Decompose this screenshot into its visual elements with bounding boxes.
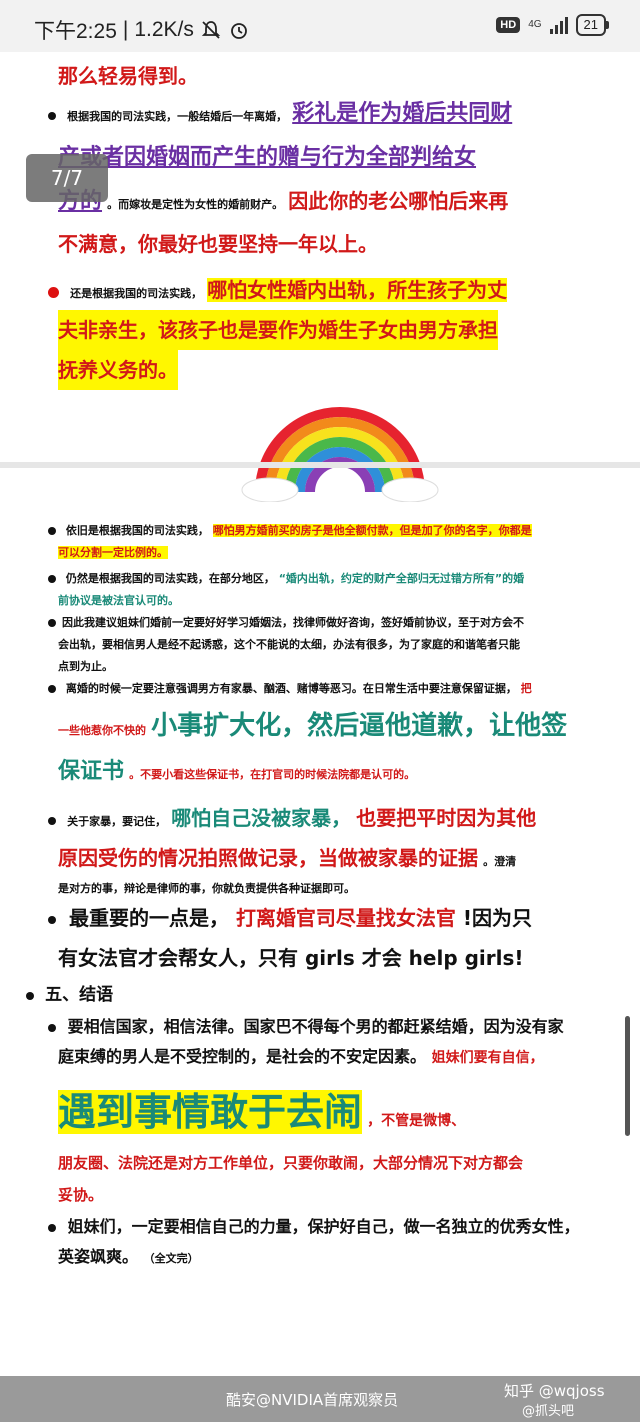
rainbow-icon: [241, 407, 439, 502]
bullet-icon: [48, 685, 56, 693]
hd-badge: HD: [496, 17, 521, 33]
page-counter: 7/7: [26, 154, 108, 202]
bullet-icon: [48, 1223, 56, 1232]
bullet-icon: [26, 991, 34, 1000]
bullet-icon: [48, 1023, 56, 1032]
paragraph-7: 关于家暴，要记住， 哪怕自己没被家暴， 也要把平时因为其他 原因受伤的情况拍照做…: [0, 798, 608, 900]
paragraph-10: 姐妹们，一定要相信自己的力量，保护好自己，做一名独立的优秀女性， 英姿飒爽。 （…: [0, 1212, 618, 1274]
paragraph-3: 依旧是根据我国的司法实践， 哪怕男方婚前买的房子是他全额付款，但是加了你的名字，…: [0, 520, 608, 564]
network-type: 4G: [528, 19, 542, 30]
paragraph-9: 要相信国家，相信法律。国家巴不得每个男的都赶紧结婚，因为没有家 庭束缚的男人是不…: [0, 1012, 608, 1211]
battery-indicator: 21: [575, 14, 610, 36]
watermark-left: 酷安@NVIDIA首席观察员: [226, 1391, 399, 1409]
watermark-right: 知乎 @wqjoss: [504, 1382, 605, 1400]
article-line-1: 那么轻易得到。: [58, 64, 198, 88]
watermark-bar: 酷安@NVIDIA首席观察员 知乎 @wqjoss @抓头吧: [0, 1376, 640, 1422]
bullet-icon: [48, 915, 56, 924]
status-separator: |: [122, 18, 129, 41]
mute-bell-icon: [201, 21, 221, 39]
paragraph-6: 离婚的时候一定要注意强调男方有家暴、酗酒、赌博等恶习。在日常生活中要注意保留证据…: [0, 678, 608, 792]
bullet-icon: [48, 816, 56, 825]
section-heading-5: 五、结语: [0, 980, 640, 1005]
section-divider: [0, 462, 640, 468]
paragraph-2: 还是根据我国的司法实践， 哪怕女性婚内出轨，所生孩子为丈 夫非亲生，该孩子也是要…: [0, 270, 628, 390]
bullet-icon: [48, 287, 59, 298]
signal-icon: [549, 16, 568, 34]
bullet-icon: [48, 111, 56, 120]
article-content[interactable]: 7/7 那么轻易得到。 根据我国的司法实践，一般结婚后一年离婚， 彩礼是作为婚后…: [0, 52, 640, 1376]
status-left: 下午2:25 | 1.2K/s: [34, 15, 250, 45]
alarm-clock-icon: [230, 23, 247, 39]
status-time: 下午2:25: [34, 20, 117, 43]
bullet-icon: [48, 619, 56, 627]
status-right: HD 4G 21: [496, 14, 610, 36]
bullet-icon: [48, 527, 56, 535]
paragraph-8: 最重要的一点是， 打离婚官司尽量找女法官 !因为只 有女法官才会帮女人，只有 g…: [0, 898, 608, 978]
status-bar: 下午2:25 | 1.2K/s HD 4G 21: [0, 0, 640, 52]
watermark-right-2: @抓头吧: [522, 1404, 575, 1419]
bullet-icon: [48, 575, 56, 583]
paragraph-5: 因此我建议姐妹们婚前一定要好好学习婚姻法，找律师做好咨询，签好婚前协议，至于对方…: [0, 612, 608, 678]
scrollbar[interactable]: [625, 1016, 630, 1136]
paragraph-4: 仍然是根据我国的司法实践，在部分地区， “婚内出轨，约定的财产全部归无过错方所有…: [0, 568, 608, 612]
status-speed: 1.2K/s: [134, 18, 194, 41]
